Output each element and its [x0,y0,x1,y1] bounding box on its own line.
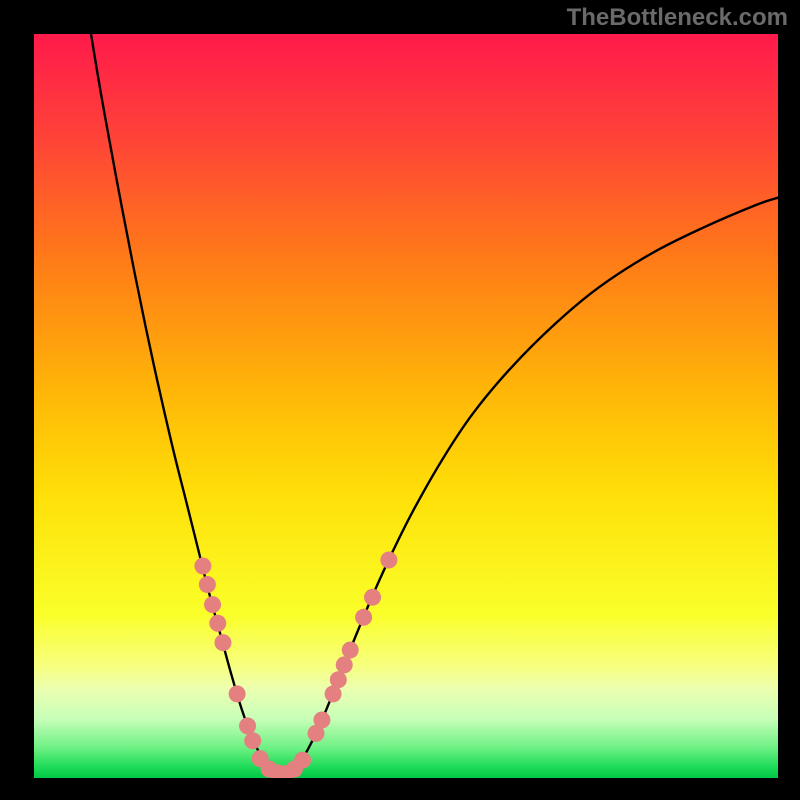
data-marker [380,552,397,569]
data-marker [294,752,311,769]
data-marker [313,711,330,728]
data-marker [330,671,347,688]
data-marker [336,656,353,673]
curve-layer [34,34,778,778]
data-marker [355,609,372,626]
plot-area [34,34,778,778]
watermark-text: TheBottleneck.com [567,4,788,32]
data-marker [229,685,246,702]
bottleneck-curve [90,34,778,774]
data-marker [364,589,381,606]
marker-group [194,552,397,778]
data-marker [209,615,226,632]
data-marker [244,732,261,749]
data-marker [199,576,216,593]
data-marker [342,642,359,659]
data-marker [239,717,256,734]
data-marker [194,557,211,574]
data-marker [214,634,231,651]
data-marker [204,596,221,613]
